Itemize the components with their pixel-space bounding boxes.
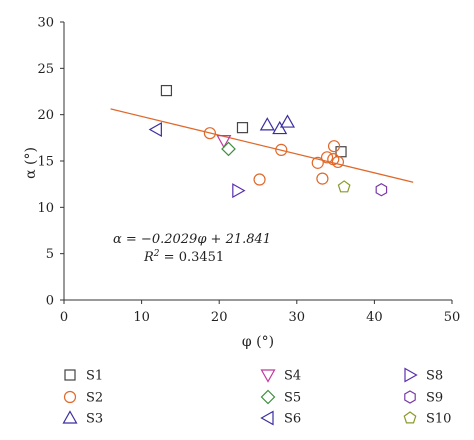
data-point-s2 — [320, 151, 334, 164]
legend: S1 S4 S8 S2 S5 S9 S3 S6 S10 — [62, 367, 451, 427]
legend-label-s5: S5 — [284, 391, 301, 406]
data-point-s2 — [331, 155, 345, 169]
legend-marker-s8 — [404, 367, 418, 383]
r-squared-symbol: R — [143, 250, 154, 265]
x-axis-title: φ (°) — [242, 334, 274, 350]
data-point-s2 — [316, 172, 329, 185]
legend-marker-s1 — [64, 369, 76, 381]
data-point-s6 — [148, 121, 162, 138]
legend-label-s3: S3 — [86, 412, 103, 427]
legend-marker-s10 — [403, 411, 417, 424]
x-tick-label: 50 — [444, 310, 461, 325]
legend-label-s2: S2 — [86, 391, 103, 406]
regression-equation: α = −0.2029φ + 21.841 — [113, 232, 271, 247]
legend-marker-s9 — [404, 390, 416, 404]
y-tick-label: 0 — [46, 294, 54, 309]
data-point-s1 — [160, 84, 173, 97]
y-tick-label: 30 — [37, 16, 54, 31]
legend-label-s4: S4 — [284, 369, 301, 384]
x-tick-label: 10 — [133, 310, 150, 325]
legend-label-s10: S10 — [426, 412, 451, 427]
data-point-s3 — [279, 114, 296, 128]
data-point-s2 — [275, 143, 288, 156]
data-point-s2 — [203, 127, 216, 140]
y-tick-label: 5 — [46, 247, 54, 262]
r-squared-superscript: 2 — [153, 249, 160, 259]
data-point-s5 — [221, 141, 236, 157]
legend-label-s6: S6 — [284, 412, 301, 427]
legend-marker-s6 — [260, 410, 274, 426]
y-tick-label: 15 — [37, 155, 54, 170]
legend-marker-s5 — [260, 389, 276, 405]
legend-marker-s4 — [260, 369, 276, 383]
y-axis-title: α (°) — [23, 147, 39, 179]
legend-label-s1: S1 — [86, 369, 103, 384]
regression-line-layer — [110, 108, 414, 183]
data-point-s2 — [327, 140, 341, 153]
r-squared-value: = 0.3451 — [160, 250, 225, 265]
legend-marker-s2 — [63, 390, 77, 404]
data-point-s9 — [375, 183, 388, 197]
data-point-s8 — [232, 183, 246, 199]
legend-label-s9: S9 — [426, 391, 443, 406]
x-tick-label: 0 — [60, 310, 68, 325]
data-point-s3 — [259, 117, 275, 131]
data-point-s1 — [236, 122, 249, 134]
x-tick-label: 20 — [211, 310, 228, 325]
data-points-layer — [148, 84, 388, 199]
data-point-s4 — [216, 135, 232, 149]
y-tick-label: 20 — [37, 108, 54, 123]
x-tick-label: 40 — [366, 310, 383, 325]
r-squared-label: R2 = 0.3451 — [143, 249, 224, 265]
legend-label-s8: S8 — [426, 369, 443, 384]
y-tick-label: 10 — [37, 201, 54, 216]
x-tick-label: 30 — [289, 310, 306, 325]
data-point-s2 — [253, 173, 266, 186]
y-tick-label: 25 — [37, 62, 54, 77]
data-point-s2 — [311, 156, 324, 169]
axes: 0 10 20 30 40 50 0 5 10 15 20 25 30 — [37, 16, 460, 326]
regression-line — [110, 108, 414, 183]
data-point-s10 — [337, 180, 351, 193]
data-point-s3 — [272, 120, 288, 135]
legend-marker-s3 — [62, 410, 78, 424]
